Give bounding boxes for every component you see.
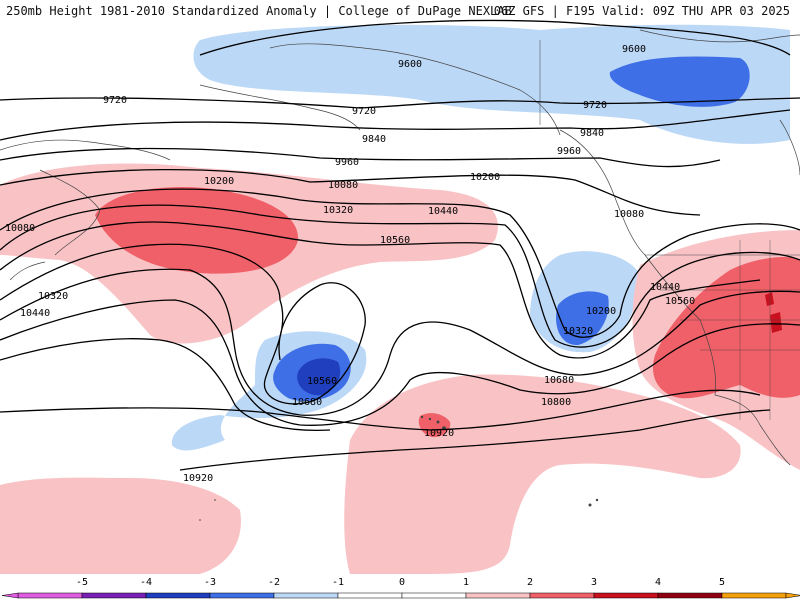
legend-tick-label: 1 bbox=[463, 577, 469, 588]
contour-label: 9720 bbox=[103, 95, 127, 106]
contour-label: 9720 bbox=[583, 100, 607, 111]
map-title: 250mb Height 1981-2010 Standardized Anom… bbox=[6, 4, 512, 18]
contour-label: 9840 bbox=[362, 134, 386, 145]
contour-label: 10920 bbox=[424, 428, 454, 439]
contour-label: 9720 bbox=[352, 106, 376, 117]
contour-label: 10080 bbox=[5, 223, 35, 234]
legend-tick-label: -3 bbox=[204, 577, 216, 588]
legend-swatch bbox=[529, 592, 595, 599]
legend-cap-low bbox=[1, 592, 19, 599]
contour-label: 9600 bbox=[398, 59, 422, 70]
contour-label: 10680 bbox=[544, 375, 574, 386]
legend-swatch bbox=[721, 592, 787, 599]
legend-swatch bbox=[337, 592, 403, 599]
legend-swatch bbox=[145, 592, 211, 599]
legend-swatch bbox=[17, 592, 83, 599]
legend-tick-label: -4 bbox=[140, 577, 152, 588]
contour-label: 10320 bbox=[323, 205, 353, 216]
contour-label: 10200 bbox=[586, 306, 616, 317]
contour-label: 9840 bbox=[580, 128, 604, 139]
legend-swatch bbox=[401, 592, 467, 599]
legend-tick-label: 2 bbox=[527, 577, 533, 588]
legend-swatch bbox=[273, 592, 339, 599]
legend-swatch bbox=[81, 592, 147, 599]
positive-anomaly-3 bbox=[765, 292, 782, 333]
contour-label: 10320 bbox=[38, 291, 68, 302]
legend-tick-label: -5 bbox=[76, 577, 88, 588]
contour-label: 9960 bbox=[557, 146, 581, 157]
contour-label: 9960 bbox=[335, 157, 359, 168]
contour-label: 10080 bbox=[328, 180, 358, 191]
contour-label: 10200 bbox=[204, 176, 234, 187]
legend-swatch bbox=[657, 592, 723, 599]
contour-label: 10200 bbox=[470, 172, 500, 183]
contour-label: 9600 bbox=[622, 44, 646, 55]
legend-swatch bbox=[209, 592, 275, 599]
contour-label: 10560 bbox=[307, 376, 337, 387]
model-run-info: 06Z GFS | F195 Valid: 09Z THU APR 03 202… bbox=[493, 4, 790, 18]
legend-cap-high bbox=[785, 592, 800, 599]
height-contours bbox=[0, 19, 800, 471]
contour-label: 10800 bbox=[541, 397, 571, 408]
anomaly-legend: -5 -4 -3 -2 -1 0 1 2 3 4 5 bbox=[1, 577, 800, 599]
legend-tick-label: -1 bbox=[332, 577, 344, 588]
legend-tick-label: -2 bbox=[268, 577, 280, 588]
contour-label: 10560 bbox=[380, 235, 410, 246]
contour-label: 10320 bbox=[563, 326, 593, 337]
contour-label: 10440 bbox=[20, 308, 50, 319]
legend-tick-label: 5 bbox=[719, 577, 725, 588]
contour-label: 10440 bbox=[428, 206, 458, 217]
legend-swatch bbox=[465, 592, 531, 599]
contour-label: 10680 bbox=[292, 397, 322, 408]
map-header: 250mb Height 1981-2010 Standardized Anom… bbox=[0, 0, 800, 22]
contour-label: 10920 bbox=[183, 473, 213, 484]
contour-labels: 9600 9600 9720 9720 9720 9840 9840 9960 … bbox=[5, 44, 695, 484]
contour-label: 10560 bbox=[665, 296, 695, 307]
legend-tick-label: 4 bbox=[655, 577, 661, 588]
legend-tick-label: 3 bbox=[591, 577, 597, 588]
legend-tick-label: 0 bbox=[399, 577, 405, 588]
negative-anomaly-3 bbox=[297, 358, 341, 396]
contour-label: 10080 bbox=[614, 209, 644, 220]
legend-swatch bbox=[593, 592, 659, 599]
contour-label: 10440 bbox=[650, 282, 680, 293]
